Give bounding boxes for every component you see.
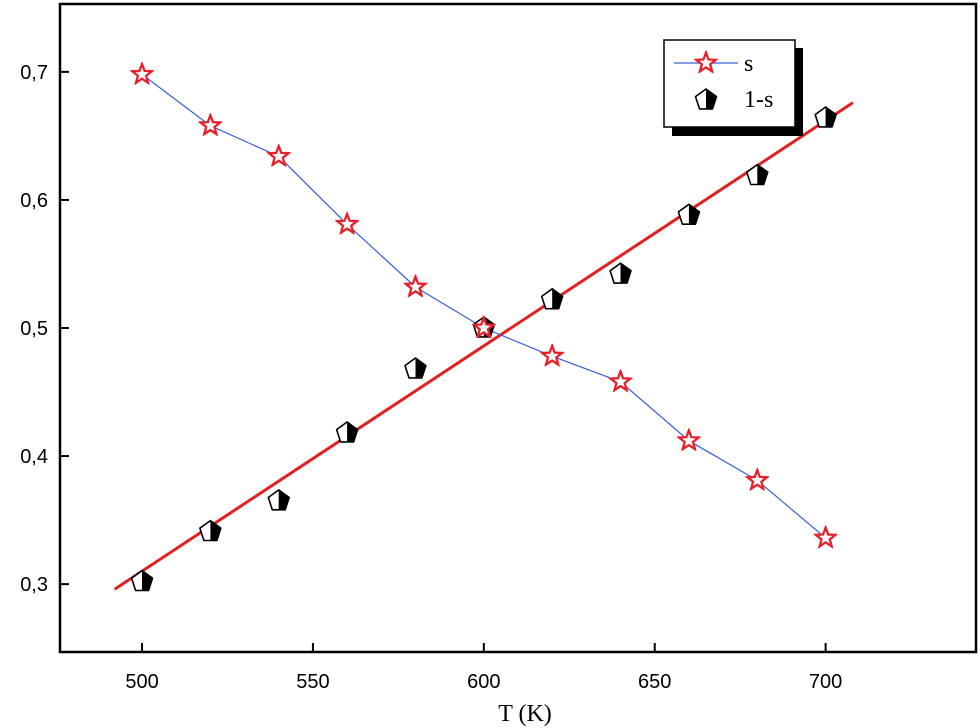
- point-1-s: [609, 262, 632, 284]
- x-tick-label: 650: [638, 671, 671, 693]
- point-s: [130, 61, 154, 85]
- fit-line: [113, 101, 854, 591]
- legend: s 1-s: [663, 39, 803, 136]
- point-1-s: [745, 163, 769, 186]
- point-s: [608, 369, 633, 393]
- plot-frame: [58, 2, 978, 654]
- axis-ticks: 500 550 600 650 700 0,3 0,4 0,5 0,6 0,7: [20, 62, 842, 693]
- point-1-s: [677, 203, 701, 225]
- x-tick-label: 700: [809, 671, 842, 693]
- legend-star-icon: [693, 50, 719, 74]
- point-1-s: [199, 519, 222, 542]
- point-s: [540, 343, 565, 367]
- point-s: [676, 428, 701, 451]
- legend-label-1-s: 1-s: [744, 87, 773, 113]
- y-tick-label: 0,7: [20, 62, 48, 84]
- point-1-s: [814, 106, 837, 128]
- point-s: [403, 274, 428, 298]
- point-s: [471, 315, 496, 339]
- point-s: [745, 467, 770, 491]
- x-tick-label: 600: [467, 671, 500, 693]
- x-axis-title: T (K): [498, 701, 552, 727]
- legend-marker-s: [693, 50, 719, 74]
- legend-label-s: s: [744, 51, 753, 77]
- y-tick-label: 0,4: [20, 446, 48, 468]
- point-1-s: [540, 287, 564, 310]
- legend-pentagon-icon: [694, 88, 718, 110]
- point-s: [335, 211, 360, 235]
- point-s: [198, 113, 223, 136]
- point-1-s: [404, 357, 427, 379]
- point-s: [813, 525, 838, 549]
- y-tick-label: 0,5: [20, 318, 48, 340]
- point-s: [266, 143, 291, 167]
- point-1-s: [130, 569, 154, 592]
- point-1-s: [335, 421, 359, 443]
- x-tick-label: 550: [296, 671, 329, 693]
- y-tick-label: 0,6: [20, 190, 48, 212]
- legend-box: [663, 39, 796, 128]
- x-tick-label: 500: [125, 671, 158, 693]
- point-1-s: [267, 489, 291, 511]
- y-tick-label: 0,3: [20, 574, 48, 596]
- fit-line-layer: [113, 101, 854, 591]
- series-s-line: [141, 73, 826, 539]
- series-layer: [130, 61, 838, 592]
- legend-marker-1-s: [694, 88, 718, 110]
